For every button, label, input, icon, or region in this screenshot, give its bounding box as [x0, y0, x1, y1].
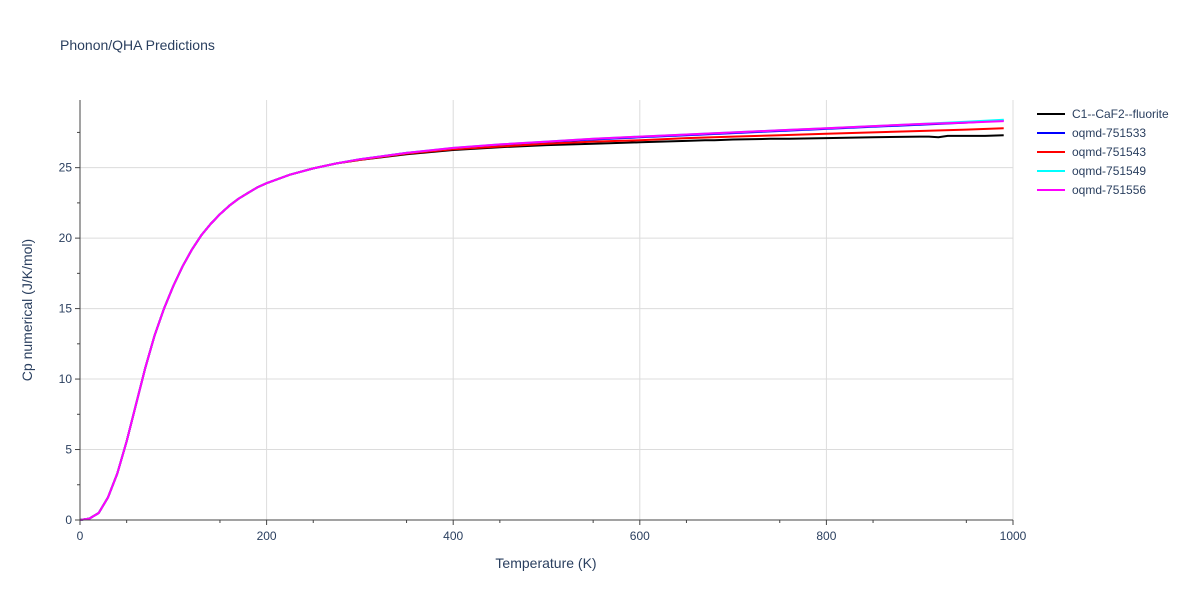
y-tick-label: 20	[59, 231, 73, 245]
x-axis-title: Temperature (K)	[495, 555, 596, 571]
y-axis-title: Cp numerical (J/K/mol)	[19, 239, 35, 381]
chart-title: Phonon/QHA Predictions	[60, 37, 215, 53]
legend-label: oqmd-751549	[1072, 164, 1146, 178]
series-line-oqmd-751549	[79, 118, 1004, 521]
plot-area	[79, 118, 1004, 521]
series-line-oqmd-751533	[79, 119, 1004, 521]
axes: 0 200 400 600 800 1000 0 5 10 15 20 25	[59, 100, 1027, 543]
legend[interactable]: C1--CaF2--fluorite oqmd-751533 oqmd-751543…	[1037, 107, 1169, 197]
legend-item[interactable]: oqmd-751533	[1037, 126, 1146, 140]
series-line-C1--CaF2--fluorite	[79, 134, 1004, 521]
x-tick-label: 400	[443, 529, 463, 543]
y-tick-label: 15	[59, 302, 73, 316]
legend-item[interactable]: oqmd-751543	[1037, 145, 1146, 159]
y-tick-label: 0	[65, 513, 72, 527]
legend-label: C1--CaF2--fluorite	[1072, 107, 1169, 121]
legend-label: oqmd-751556	[1072, 183, 1146, 197]
x-tick-label: 800	[816, 529, 836, 543]
legend-item[interactable]: C1--CaF2--fluorite	[1037, 107, 1169, 121]
y-tick-label: 5	[65, 443, 72, 457]
grid	[80, 100, 1014, 520]
legend-label: oqmd-751543	[1072, 145, 1146, 159]
x-tick-label: 0	[77, 529, 84, 543]
legend-item[interactable]: oqmd-751556	[1037, 183, 1146, 197]
series-line-oqmd-751556	[79, 120, 1004, 521]
y-tick-label: 25	[59, 161, 73, 175]
x-tick-label: 600	[630, 529, 650, 543]
legend-item[interactable]: oqmd-751549	[1037, 164, 1146, 178]
y-tick-label: 10	[59, 372, 73, 386]
x-tick-label: 200	[257, 529, 277, 543]
legend-label: oqmd-751533	[1072, 126, 1146, 140]
series-line-oqmd-751543	[79, 127, 1004, 521]
x-tick-label: 1000	[1000, 529, 1027, 543]
